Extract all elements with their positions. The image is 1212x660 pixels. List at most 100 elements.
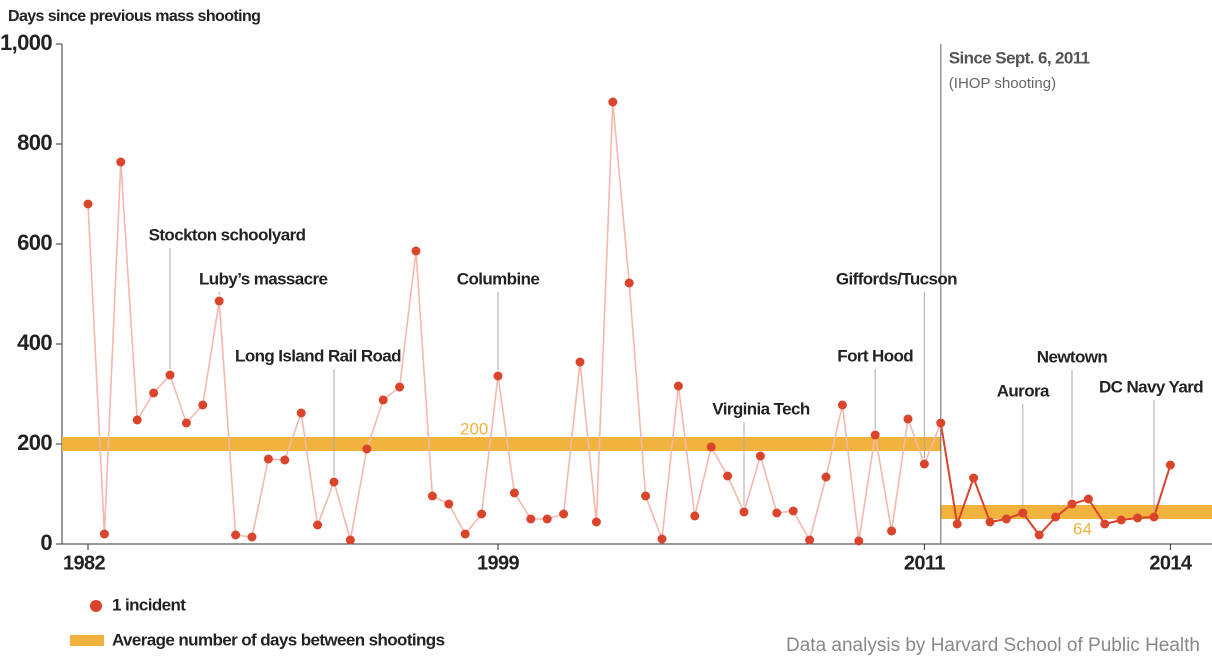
incident-point — [214, 296, 224, 306]
y-tick-label: 0 — [40, 530, 52, 555]
annotation: Virginia Tech — [712, 399, 810, 418]
incident-point — [1067, 499, 1077, 509]
incident-point — [493, 371, 503, 381]
x-tick-label: 1999 — [477, 552, 520, 574]
incident-point — [411, 246, 421, 256]
incident-point — [919, 459, 929, 469]
incident-point — [903, 414, 913, 424]
incident-point — [952, 519, 962, 529]
incident-point — [673, 381, 683, 391]
y-tick-label: 200 — [17, 430, 52, 455]
x-tick-label: 2011 — [904, 552, 945, 574]
average-label: 64 — [1073, 519, 1092, 538]
incident-point — [854, 536, 864, 546]
incident-point — [624, 278, 634, 288]
incident-point — [198, 400, 208, 410]
divider-title: Since Sept. 6, 2011 — [949, 48, 1090, 67]
legend-band — [70, 635, 104, 646]
incident-point — [313, 520, 323, 530]
incident-point — [116, 157, 126, 167]
divider-subtitle: (IHOP shooting) — [949, 75, 1056, 92]
incident-point — [1133, 513, 1143, 523]
incident-point — [575, 357, 585, 367]
incident-point — [362, 444, 372, 454]
incident-point — [1034, 530, 1044, 540]
incident-point — [427, 491, 437, 501]
incident-point — [788, 506, 798, 516]
incident-point — [1018, 508, 1028, 518]
incident-point — [1083, 494, 1093, 504]
incident-point — [772, 508, 782, 518]
incident-point — [1149, 512, 1159, 522]
annotation: DC Navy Yard — [1099, 377, 1203, 396]
average-band — [62, 437, 941, 451]
x-tick-label: 2014 — [1149, 552, 1193, 574]
average-band — [940, 505, 1212, 519]
incident-point — [559, 509, 569, 519]
incident-point — [641, 491, 651, 501]
y-tick-label: 1,000 — [0, 30, 52, 55]
incident-point — [526, 514, 536, 524]
incident-point — [296, 408, 306, 418]
incident-point — [231, 530, 241, 540]
incident-point — [149, 388, 159, 398]
incident-point — [821, 472, 831, 482]
incident-point — [477, 509, 487, 519]
y-tick-label: 800 — [17, 130, 52, 155]
incident-point — [657, 534, 667, 544]
incident-point — [1051, 512, 1061, 522]
legend-label: 1 incident — [112, 595, 186, 614]
incident-point — [985, 517, 995, 527]
incident-point — [345, 535, 355, 545]
incident-point — [723, 471, 733, 481]
incident-point — [706, 442, 716, 452]
incident-point — [805, 535, 815, 545]
incident-point — [690, 511, 700, 521]
incident-point — [936, 418, 946, 428]
incident-point — [739, 507, 749, 517]
annotation: Fort Hood — [837, 346, 913, 365]
incident-point — [165, 370, 175, 380]
incident-point — [132, 415, 142, 425]
incident-point — [280, 455, 290, 465]
legend-dot — [90, 600, 102, 612]
annotation: Luby’s massacre — [199, 269, 327, 288]
incident-point — [395, 382, 405, 392]
incident-point — [99, 529, 109, 539]
y-axis-title: Days since previous mass shooting — [8, 8, 260, 25]
incident-point — [608, 97, 618, 107]
incident-point — [181, 418, 191, 428]
incident-point — [247, 532, 257, 542]
annotation: Giffords/Tucson — [836, 269, 957, 288]
incident-point — [870, 430, 880, 440]
legend-label: Average number of days between shootings — [112, 630, 445, 649]
annotation: Aurora — [997, 381, 1050, 400]
y-tick-label: 600 — [17, 230, 52, 255]
annotation: Long Island Rail Road — [235, 346, 401, 365]
incident-point — [591, 517, 601, 527]
incident-point — [542, 514, 552, 524]
incident-point — [969, 473, 979, 483]
incident-point — [444, 499, 454, 509]
incident-point — [460, 529, 470, 539]
average-label: 200 — [460, 419, 488, 438]
source: Data analysis by Harvard School of Publi… — [786, 635, 1200, 656]
incident-point — [263, 454, 273, 464]
incident-point — [83, 199, 93, 209]
incident-point — [1100, 519, 1110, 529]
incident-point — [509, 488, 519, 498]
annotation: Newtown — [1037, 347, 1108, 366]
incident-point — [378, 395, 388, 405]
series-line — [87, 101, 942, 543]
x-tick-label: 1982 — [63, 552, 106, 574]
incident-point — [1001, 514, 1011, 524]
annotation: Stockton schoolyard — [149, 225, 306, 244]
incident-point — [1165, 460, 1175, 470]
incident-point — [837, 400, 847, 410]
y-tick-label: 400 — [17, 330, 52, 355]
incident-point — [1116, 515, 1126, 525]
incident-point — [329, 477, 339, 487]
annotation: Columbine — [457, 269, 540, 288]
incident-point — [887, 526, 897, 536]
